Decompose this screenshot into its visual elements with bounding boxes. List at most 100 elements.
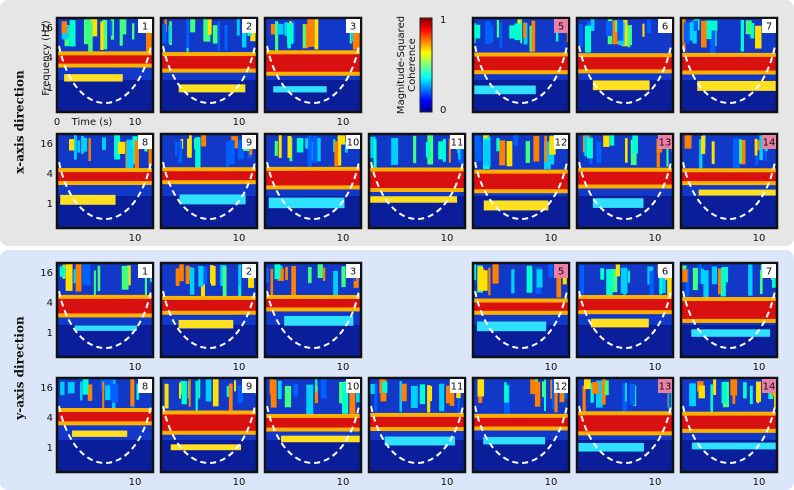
map-streak xyxy=(189,267,195,295)
map-streak xyxy=(543,141,551,170)
colorbar xyxy=(419,17,433,113)
map-streak xyxy=(620,267,628,294)
map-streak xyxy=(119,19,123,46)
map-streak xyxy=(586,137,593,159)
map-streak xyxy=(339,381,345,404)
coherence-map xyxy=(473,18,569,112)
map-streak xyxy=(270,23,276,35)
x-tick-label: 10 xyxy=(753,362,766,373)
map-streak xyxy=(88,138,91,162)
map-streak xyxy=(225,141,229,173)
panel-number: 8 xyxy=(142,382,148,393)
map-band xyxy=(473,173,569,190)
coherence-map xyxy=(57,263,153,357)
y-tick-label: 1 xyxy=(47,328,53,339)
panel-number: 12 xyxy=(555,382,568,393)
map-streak xyxy=(754,138,758,156)
panel-number: 11 xyxy=(451,138,464,149)
map-streak xyxy=(212,25,218,44)
map-streak xyxy=(195,381,198,412)
map-streak xyxy=(334,141,339,167)
map-streak xyxy=(97,265,101,292)
panel-number: 14 xyxy=(763,138,776,149)
map-streak xyxy=(757,139,760,151)
map-streak xyxy=(314,385,318,404)
map-streak xyxy=(615,264,620,277)
map-streak xyxy=(774,379,777,409)
map-streak xyxy=(496,19,500,38)
map-low xyxy=(265,325,361,357)
x-tick-label: 10 xyxy=(441,477,454,488)
map-streak xyxy=(401,383,407,402)
map-low xyxy=(473,440,569,472)
map-streak xyxy=(174,141,178,157)
map-streak xyxy=(549,136,556,155)
x-tick-label: 10 xyxy=(233,362,246,373)
map-streak xyxy=(413,135,417,164)
panel-number-box xyxy=(762,379,776,393)
map-streak xyxy=(145,24,152,57)
coherence-map xyxy=(473,263,569,357)
map-streak xyxy=(69,20,76,47)
map-streak xyxy=(312,135,318,163)
panel-number-box xyxy=(138,19,152,33)
map-streak xyxy=(277,23,284,35)
map-streak xyxy=(315,378,318,393)
map-streak xyxy=(373,139,377,169)
map-band xyxy=(284,315,354,326)
map-streak xyxy=(710,384,713,415)
panel-number-box xyxy=(658,135,672,149)
map-streak xyxy=(419,384,426,405)
map-streak xyxy=(534,381,541,407)
map-streak xyxy=(511,269,515,294)
x-tick-label: 10 xyxy=(545,362,558,373)
map-band xyxy=(265,170,361,186)
map-streak xyxy=(499,22,503,49)
colorbar-title: Magnitude-Squared xyxy=(396,16,407,114)
map-streak xyxy=(410,385,418,408)
map-streak xyxy=(228,383,233,416)
cone-of-influence xyxy=(162,161,256,220)
map-streak xyxy=(114,134,121,160)
cone-of-influence xyxy=(162,45,256,104)
map-streak xyxy=(241,19,247,48)
x-tick-label: 10 xyxy=(233,477,246,488)
map-streak xyxy=(624,138,628,163)
cone-of-influence xyxy=(266,290,360,349)
map-streak xyxy=(293,383,299,397)
map-streak xyxy=(626,25,632,46)
map-streak xyxy=(307,135,312,167)
map-streak xyxy=(203,266,208,285)
map-band xyxy=(483,437,546,445)
panel-number-box xyxy=(242,379,256,393)
map-streak xyxy=(237,140,244,160)
map-low xyxy=(57,440,153,472)
map-streak xyxy=(713,379,717,396)
panel-number-box xyxy=(762,135,776,149)
map-streak xyxy=(480,270,488,291)
map-streak xyxy=(100,21,104,50)
map-streak xyxy=(756,384,760,404)
x-tick-label: 10 xyxy=(441,233,454,244)
panel-number: 6 xyxy=(662,267,668,278)
cone-of-influence xyxy=(682,161,776,220)
map-band xyxy=(161,56,257,69)
map-band xyxy=(170,444,242,451)
map-streak xyxy=(238,264,242,287)
map-streak xyxy=(341,266,346,288)
map-streak xyxy=(333,270,338,302)
map-streak xyxy=(226,385,231,397)
map-streak xyxy=(477,378,485,397)
panel-frame xyxy=(575,261,675,359)
panel-frame xyxy=(471,261,571,359)
panel-frame xyxy=(471,132,571,230)
map-low xyxy=(57,80,153,112)
map-streak xyxy=(548,263,553,278)
map-streak xyxy=(105,385,111,401)
map-streak xyxy=(474,140,482,162)
coherence-map xyxy=(265,18,361,112)
map-band xyxy=(178,319,234,329)
map-streak xyxy=(291,266,296,296)
colorbar-tick: 1 xyxy=(440,15,446,26)
map-band xyxy=(590,318,649,328)
